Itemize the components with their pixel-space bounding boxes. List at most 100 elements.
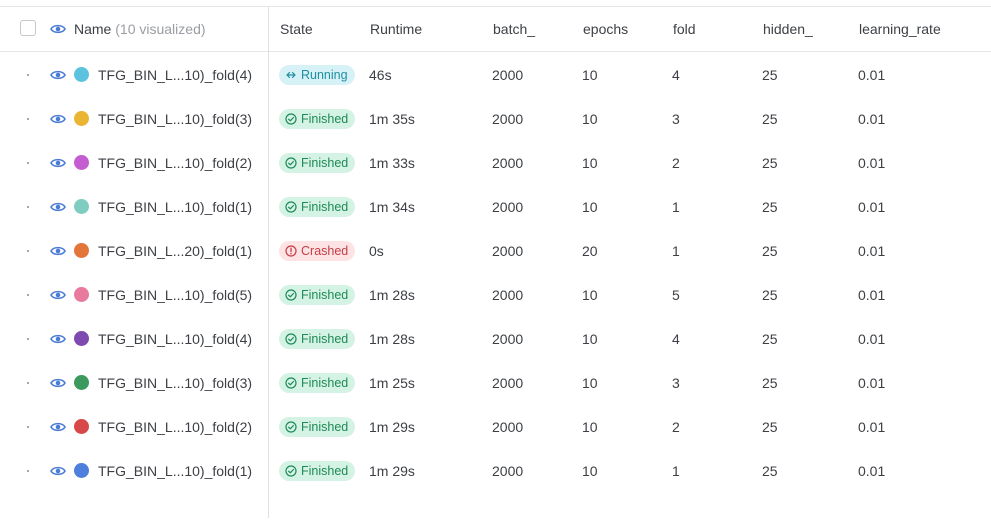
learning-rate-cell: 0.01 xyxy=(858,199,886,215)
check-circle-icon xyxy=(285,157,297,169)
learning-rate-cell: 0.01 xyxy=(858,67,886,83)
run-name-link[interactable]: TFG_BIN_L...10)_fold(2) xyxy=(98,155,253,171)
column-header-runtime[interactable]: Runtime xyxy=(370,21,423,37)
epochs-cell: 20 xyxy=(582,243,598,259)
column-header-learning-rate[interactable]: learning_rate xyxy=(859,21,941,37)
run-color-swatch[interactable] xyxy=(74,199,89,214)
run-color-swatch[interactable] xyxy=(74,463,89,478)
column-header-epochs[interactable]: epochs xyxy=(583,21,629,37)
epochs-cell: 10 xyxy=(582,111,598,127)
run-name-link[interactable]: TFG_BIN_L...10)_fold(1) xyxy=(98,199,253,215)
run-color-swatch[interactable] xyxy=(74,243,89,258)
row-drag-handle[interactable] xyxy=(27,206,29,208)
learning-rate-cell: 0.01 xyxy=(858,287,886,303)
table-row[interactable]: TFG_BIN_L...20)_fold(1) Crashed 0s 2000 20 1 2… xyxy=(0,229,991,273)
batch-cell: 2000 xyxy=(492,375,524,391)
eye-icon[interactable] xyxy=(50,333,66,345)
table-row[interactable]: TFG_BIN_L...10)_fold(1) Finished 1m 34s 200… xyxy=(0,185,991,229)
pinned-column-divider xyxy=(268,7,269,518)
hidden-cell: 25 xyxy=(762,287,778,303)
eye-icon[interactable] xyxy=(50,465,66,477)
name-header-label: Name xyxy=(74,21,112,37)
run-name-link[interactable]: TFG_BIN_L...10)_fold(4) xyxy=(98,67,253,83)
run-color-swatch[interactable] xyxy=(74,111,89,126)
status-badge: Finished xyxy=(279,197,356,217)
epochs-cell: 10 xyxy=(582,331,598,347)
run-color-swatch[interactable] xyxy=(74,287,89,302)
runtime-cell: 1m 35s xyxy=(369,111,415,127)
table-row[interactable]: TFG_BIN_L...10)_fold(4) Finished 1m 28s 200… xyxy=(0,317,991,361)
hidden-cell: 25 xyxy=(762,419,778,435)
run-color-swatch[interactable] xyxy=(74,419,89,434)
eye-icon[interactable] xyxy=(50,421,66,433)
fold-cell: 4 xyxy=(672,331,680,347)
column-header-hidden[interactable]: hidden_ xyxy=(763,21,813,37)
eye-icon[interactable] xyxy=(50,289,66,301)
run-name-link[interactable]: TFG_BIN_L...10)_fold(3) xyxy=(98,375,253,391)
row-drag-handle[interactable] xyxy=(27,338,29,340)
row-drag-handle[interactable] xyxy=(27,426,29,428)
column-header-state[interactable]: State xyxy=(280,21,313,37)
run-color-swatch[interactable] xyxy=(74,67,89,82)
alert-circle-icon xyxy=(285,245,297,257)
row-drag-handle[interactable] xyxy=(27,118,29,120)
row-drag-handle[interactable] xyxy=(27,294,29,296)
name-column-header[interactable]: Name (10 visualized) xyxy=(74,7,206,51)
status-label: Finished xyxy=(301,332,349,346)
hidden-cell: 25 xyxy=(762,111,778,127)
column-header-batch[interactable]: batch_ xyxy=(493,21,536,37)
check-circle-icon xyxy=(285,333,297,345)
runtime-cell: 1m 29s xyxy=(369,463,415,479)
run-name-link[interactable]: TFG_BIN_L...10)_fold(1) xyxy=(98,463,253,479)
runtime-cell: 46s xyxy=(369,67,392,83)
eye-icon[interactable] xyxy=(50,23,66,35)
learning-rate-cell: 0.01 xyxy=(858,463,886,479)
status-label: Finished xyxy=(301,376,349,390)
status-badge: Crashed xyxy=(279,241,356,261)
eye-icon[interactable] xyxy=(50,69,66,81)
column-header-fold[interactable]: fold xyxy=(673,21,696,37)
run-color-swatch[interactable] xyxy=(74,331,89,346)
select-all-checkbox[interactable] xyxy=(20,20,36,36)
row-drag-handle[interactable] xyxy=(27,470,29,472)
eye-icon[interactable] xyxy=(50,245,66,257)
row-drag-handle[interactable] xyxy=(27,382,29,384)
hidden-cell: 25 xyxy=(762,155,778,171)
run-name-link[interactable]: TFG_BIN_L...20)_fold(1) xyxy=(98,243,253,259)
fold-cell: 2 xyxy=(672,419,680,435)
eye-icon[interactable] xyxy=(50,377,66,389)
status-label: Finished xyxy=(301,464,349,478)
run-color-swatch[interactable] xyxy=(74,155,89,170)
run-name-link[interactable]: TFG_BIN_L...10)_fold(5) xyxy=(98,287,253,303)
row-drag-handle[interactable] xyxy=(27,250,29,252)
eye-icon[interactable] xyxy=(50,201,66,213)
run-name-link[interactable]: TFG_BIN_L...10)_fold(3) xyxy=(98,111,253,127)
batch-cell: 2000 xyxy=(492,463,524,479)
table-row[interactable]: TFG_BIN_L...10)_fold(1) Finished 1m 29s 200… xyxy=(0,449,991,493)
check-circle-icon xyxy=(285,289,297,301)
table-row[interactable]: TFG_BIN_L...10)_fold(3) Finished 1m 25s 200… xyxy=(0,361,991,405)
eye-icon[interactable] xyxy=(50,113,66,125)
run-name-link[interactable]: TFG_BIN_L...10)_fold(4) xyxy=(98,331,253,347)
run-name-link[interactable]: TFG_BIN_L...10)_fold(2) xyxy=(98,419,253,435)
runtime-cell: 1m 33s xyxy=(369,155,415,171)
table-row[interactable]: TFG_BIN_L...10)_fold(3) Finished 1m 35s 200… xyxy=(0,97,991,141)
hidden-cell: 25 xyxy=(762,67,778,83)
top-border xyxy=(0,6,991,7)
row-drag-handle[interactable] xyxy=(27,162,29,164)
row-drag-handle[interactable] xyxy=(27,74,29,76)
eye-icon[interactable] xyxy=(50,157,66,169)
table-row[interactable]: TFG_BIN_L...10)_fold(2) Finished 1m 33s 200… xyxy=(0,141,991,185)
epochs-cell: 10 xyxy=(582,287,598,303)
batch-cell: 2000 xyxy=(492,287,524,303)
epochs-cell: 10 xyxy=(582,67,598,83)
table-row[interactable]: TFG_BIN_L...10)_fold(2) Finished 1m 29s 200… xyxy=(0,405,991,449)
hidden-cell: 25 xyxy=(762,375,778,391)
table-row[interactable]: TFG_BIN_L...10)_fold(5) Finished 1m 28s 200… xyxy=(0,273,991,317)
run-color-swatch[interactable] xyxy=(74,375,89,390)
status-badge: Finished xyxy=(279,329,356,349)
batch-cell: 2000 xyxy=(492,111,524,127)
table-row[interactable]: TFG_BIN_L...10)_fold(4) Running 46s 2000 10 4… xyxy=(0,53,991,97)
fold-cell: 2 xyxy=(672,155,680,171)
hidden-cell: 25 xyxy=(762,199,778,215)
